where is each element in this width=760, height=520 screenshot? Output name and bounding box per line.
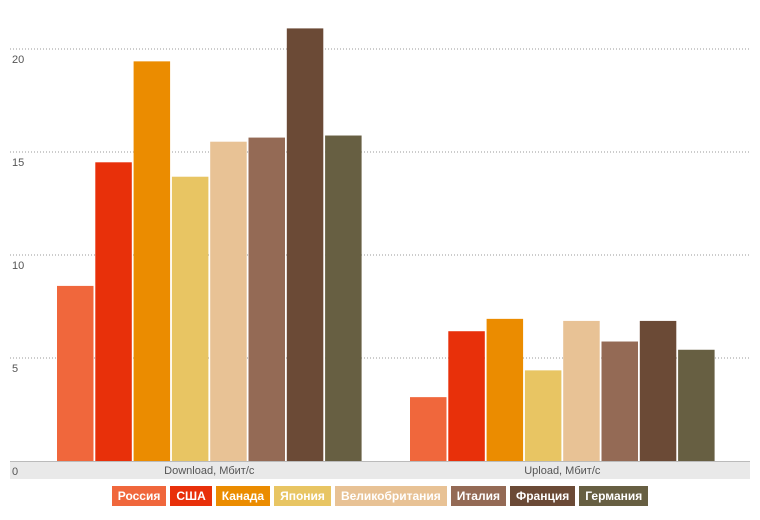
- legend-item-Великобритания[interactable]: Великобритания: [334, 486, 447, 506]
- y-tick-label: 0: [12, 466, 18, 478]
- bar-США-0: [95, 162, 132, 462]
- x-category-label: Upload, Мбит/с: [524, 465, 601, 477]
- x-category-labels: Download, Мбит/с Upload, Мбит/с: [164, 465, 601, 477]
- x-category-label: Download, Мбит/с: [164, 465, 255, 477]
- bar-Канада-0: [133, 61, 171, 462]
- bar-Италия-0: [248, 137, 285, 461]
- bar-США-1: [448, 331, 485, 461]
- bar-Россия-0: [57, 285, 94, 461]
- legend-item-Франция[interactable]: Франция: [509, 486, 576, 506]
- bar-Япония-1: [524, 370, 562, 461]
- y-tick-labels: 0 5 10 15 20: [12, 54, 24, 478]
- y-tick-label: 5: [12, 363, 18, 375]
- legend-item-Россия[interactable]: Россия: [111, 486, 167, 506]
- x-axis-band: [10, 461, 750, 479]
- bar-Франция-0: [286, 28, 324, 462]
- y-tick-label: 15: [12, 157, 24, 169]
- legend-item-Канада[interactable]: Канада: [215, 486, 271, 506]
- legend-item-США[interactable]: США: [170, 486, 212, 506]
- grid-lines: [10, 48, 750, 359]
- bars: [57, 28, 715, 462]
- bar-Россия-1: [410, 397, 447, 461]
- y-tick-label: 20: [12, 54, 24, 66]
- bar-Великобритания-0: [210, 141, 247, 461]
- bar-Германия-1: [678, 349, 715, 461]
- bar-Япония-0: [171, 176, 209, 461]
- bar-Франция-1: [639, 320, 677, 461]
- bar-chart-plot: 0 5 10 15 20 Download, Мбит/с Upload, Мбит/с: [10, 28, 750, 479]
- legend-item-Италия[interactable]: Италия: [450, 486, 506, 506]
- legend: Россия США Канада Япония Великобритания Итали…: [0, 486, 760, 506]
- x-axis-band-rect: [10, 461, 750, 479]
- legend-item-Япония[interactable]: Япония: [274, 486, 331, 506]
- legend-item-Германия[interactable]: Германия: [579, 486, 649, 506]
- bar-Италия-1: [601, 341, 638, 461]
- y-tick-label: 10: [12, 260, 24, 272]
- bar-Германия-0: [325, 135, 362, 461]
- bar-Канада-1: [486, 318, 524, 461]
- bar-Великобритания-1: [563, 320, 600, 461]
